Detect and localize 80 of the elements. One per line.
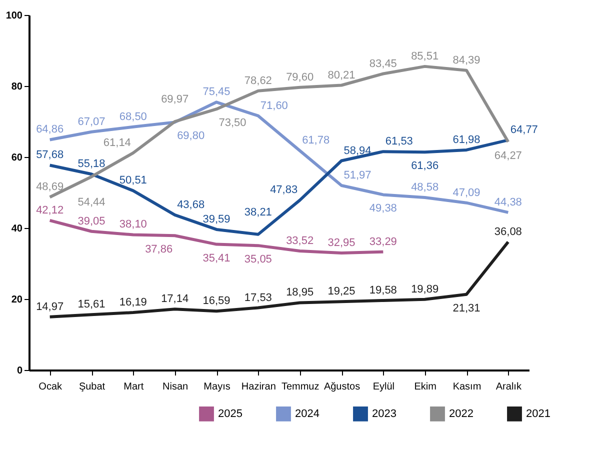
x-tick-label: Şubat bbox=[78, 382, 106, 392]
data-label: 84,39 bbox=[452, 54, 480, 66]
x-tick-label: Eylül bbox=[372, 382, 395, 392]
data-label: 79,60 bbox=[286, 71, 314, 84]
data-label: 64,86 bbox=[36, 124, 64, 136]
data-label: 64,77 bbox=[510, 124, 538, 136]
legend-label: 2024 bbox=[295, 408, 320, 420]
y-tick-label: 60 bbox=[11, 152, 23, 164]
x-tick-label: Aralık bbox=[496, 382, 522, 392]
data-label: 35,05 bbox=[244, 254, 272, 266]
data-label: 64,27 bbox=[494, 150, 522, 162]
data-label: 38,21 bbox=[244, 206, 272, 218]
data-label: 50,51 bbox=[119, 174, 147, 187]
y-tick-label: 20 bbox=[11, 294, 23, 306]
data-label: 33,29 bbox=[369, 236, 397, 248]
legend-label: 2025 bbox=[218, 408, 242, 420]
data-label: 61,53 bbox=[385, 136, 413, 148]
data-label: 54,44 bbox=[78, 196, 106, 209]
data-label: 57,68 bbox=[36, 149, 64, 162]
data-label: 61,36 bbox=[411, 160, 439, 172]
data-label: 32,95 bbox=[328, 237, 356, 250]
data-label: 47,83 bbox=[270, 184, 298, 196]
data-label: 16,59 bbox=[202, 295, 230, 308]
data-label: 19,58 bbox=[369, 284, 397, 296]
data-label: 36,08 bbox=[494, 226, 522, 238]
legend-label: 2023 bbox=[372, 408, 396, 420]
data-label: 48,58 bbox=[411, 182, 439, 194]
data-label: 16,19 bbox=[119, 296, 147, 309]
data-label: 73,50 bbox=[218, 117, 246, 130]
data-label: 49,38 bbox=[369, 202, 397, 215]
data-label: 39,59 bbox=[202, 213, 230, 226]
data-label: 17,53 bbox=[244, 292, 272, 304]
data-label: 19,89 bbox=[411, 283, 439, 296]
data-label: 61,78 bbox=[302, 134, 330, 147]
x-tick-label: Nisan bbox=[162, 382, 188, 392]
data-label: 37,86 bbox=[145, 244, 173, 256]
data-label: 15,61 bbox=[78, 298, 106, 311]
legend-label: 2022 bbox=[449, 408, 474, 420]
x-tick-label: Ocak bbox=[38, 382, 63, 392]
data-label: 61,14 bbox=[103, 136, 131, 149]
data-label: 38,10 bbox=[119, 218, 147, 231]
data-label: 80,21 bbox=[328, 69, 356, 82]
data-label: 83,45 bbox=[369, 58, 397, 70]
data-label: 67,07 bbox=[78, 116, 106, 128]
data-label: 58,94 bbox=[344, 144, 372, 157]
data-label: 51,97 bbox=[344, 170, 372, 182]
x-tick-label: Mart bbox=[124, 382, 144, 392]
x-tick-label: Temmuz bbox=[281, 382, 320, 392]
data-label: 85,51 bbox=[411, 50, 439, 62]
y-tick-label: 0 bbox=[16, 366, 23, 376]
data-label: 48,69 bbox=[36, 181, 64, 194]
x-tick-label: Haziran bbox=[241, 382, 276, 392]
x-tick-label: Mayıs bbox=[204, 382, 230, 392]
data-label: 33,52 bbox=[286, 235, 314, 248]
y-tick-label: 80 bbox=[11, 82, 23, 92]
data-label: 42,12 bbox=[36, 204, 64, 216]
data-label: 17,14 bbox=[161, 293, 189, 306]
data-label: 55,18 bbox=[78, 158, 106, 170]
data-label: 78,62 bbox=[244, 74, 272, 87]
legend-label: 2021 bbox=[526, 408, 550, 420]
x-tick-label: Kasım bbox=[452, 382, 482, 392]
y-tick-label: 100 bbox=[6, 10, 23, 22]
data-label: 47,09 bbox=[452, 186, 480, 199]
data-label: 68,50 bbox=[119, 110, 147, 123]
data-label: 71,60 bbox=[260, 100, 288, 112]
data-label: 21,31 bbox=[452, 302, 480, 314]
data-label: 75,45 bbox=[202, 86, 230, 98]
data-label: 39,05 bbox=[78, 215, 106, 228]
y-tick-label: 40 bbox=[11, 224, 23, 234]
data-label: 43,68 bbox=[177, 198, 205, 211]
x-tick-label: Ağustos bbox=[324, 382, 360, 392]
data-label: 14,97 bbox=[36, 300, 64, 313]
data-label: 69,97 bbox=[161, 94, 189, 106]
data-label: 61,98 bbox=[452, 134, 480, 146]
data-label: 19,25 bbox=[328, 286, 356, 298]
data-label: 69,80 bbox=[177, 130, 205, 142]
x-tick-label: Ekim bbox=[414, 382, 436, 392]
data-label: 18,95 bbox=[286, 286, 314, 299]
data-label: 44,38 bbox=[494, 196, 522, 208]
data-label: 35,41 bbox=[202, 252, 230, 264]
